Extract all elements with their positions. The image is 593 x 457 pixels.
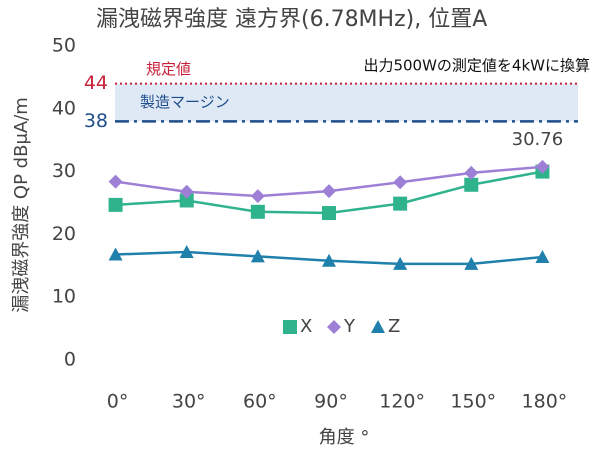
data-point: [108, 174, 123, 189]
legend-label: Z: [388, 316, 400, 337]
data-point: [393, 175, 408, 190]
x-tick-label: 0°: [107, 391, 129, 413]
reference-value: 44: [84, 72, 108, 94]
data-point: [179, 244, 194, 258]
data-point: [535, 159, 550, 174]
data-point: [108, 247, 123, 261]
reference-label: 製造マージン: [140, 93, 230, 111]
data-point: [179, 184, 194, 199]
margin-band: [115, 83, 578, 122]
x-tick-label: 120°: [379, 391, 425, 413]
y-tick-label: 30: [52, 160, 76, 182]
y-axis-label: 漏洩磁界強度 QP dBμA/m: [11, 97, 32, 313]
legend-marker: [283, 320, 297, 334]
data-point: [250, 189, 265, 204]
legend-marker: [371, 320, 385, 333]
data-point: [464, 177, 479, 192]
x-tick-label: 60°: [243, 391, 277, 413]
x-tick-label: 180°: [522, 391, 568, 413]
x-tick-label: 90°: [314, 391, 348, 413]
data-point: [393, 256, 408, 270]
data-point: [250, 204, 265, 219]
y-tick-label: 0: [64, 349, 76, 371]
data-point: [322, 253, 336, 267]
x-tick-label: 150°: [450, 391, 496, 413]
data-label: 30.76: [512, 129, 564, 150]
data-point: [464, 165, 479, 180]
y-tick-label: 50: [52, 35, 76, 57]
reference-value: 38: [84, 110, 108, 132]
data-point: [393, 196, 408, 211]
y-tick-label: 40: [52, 97, 76, 119]
data-point: [464, 256, 479, 270]
reference-label: 規定値: [146, 60, 191, 78]
y-tick-label: 20: [52, 223, 76, 245]
data-point: [535, 250, 550, 264]
data-point: [322, 206, 336, 221]
data-point: [250, 249, 265, 263]
legend-label: X: [300, 316, 312, 337]
y-tick-label: 10: [52, 286, 76, 308]
chart-title: 漏洩磁界強度 遠方界(6.78MHz), 位置A: [96, 7, 487, 32]
data-point: [179, 193, 194, 208]
x-axis-label: 角度 °: [319, 427, 370, 448]
data-point: [322, 184, 336, 199]
note: 出力500Wの測定値を4kWに換算: [363, 57, 590, 75]
legend-marker: [327, 320, 341, 334]
x-tick-label: 30°: [172, 391, 206, 413]
data-point: [108, 197, 123, 212]
legend-label: Y: [343, 316, 356, 337]
